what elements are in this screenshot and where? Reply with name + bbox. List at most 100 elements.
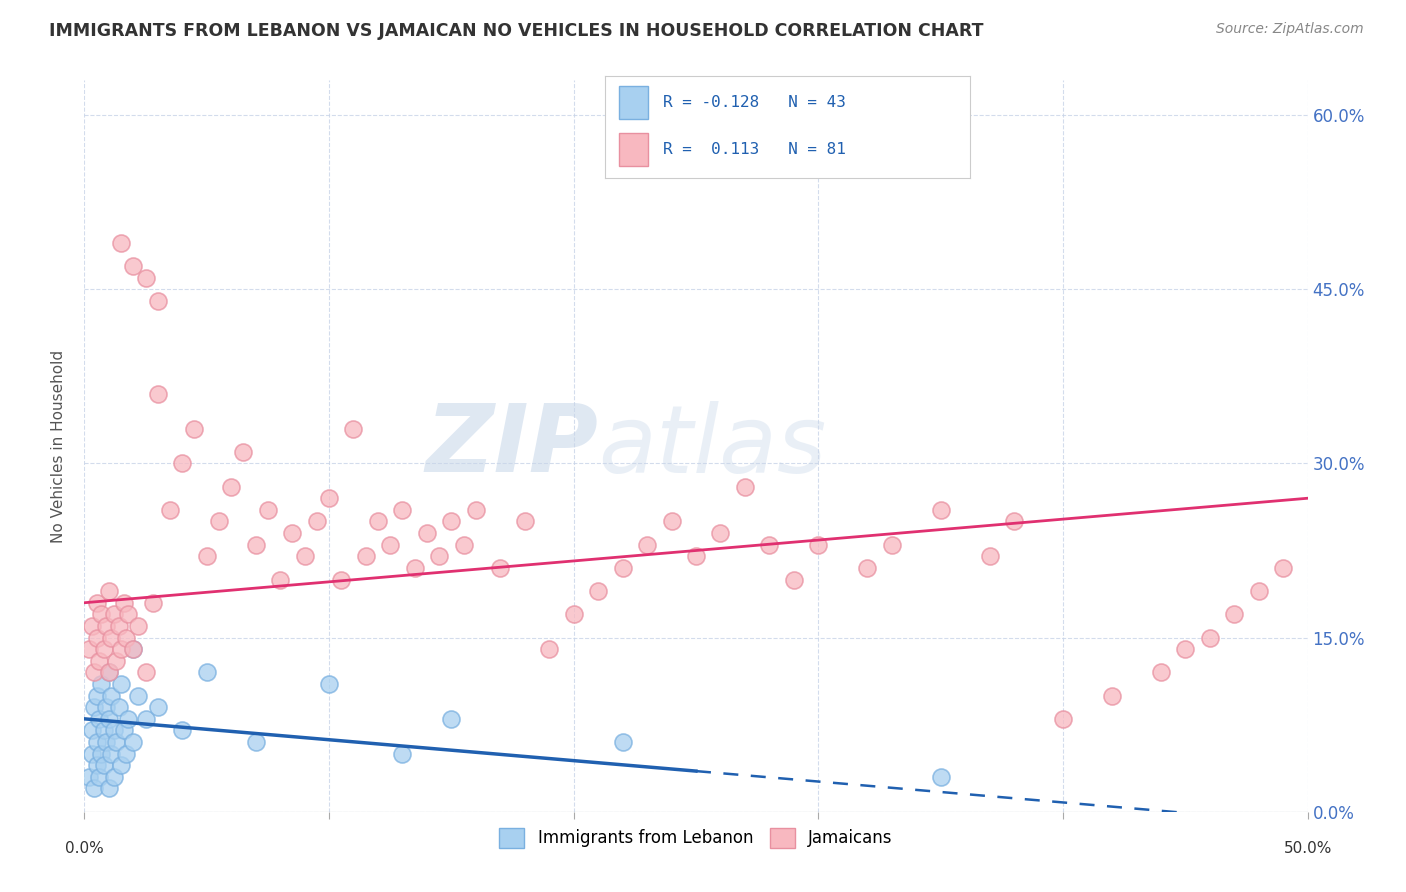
Point: [93, 758, 115, 772]
Point: [208, 515, 231, 529]
Point: [87, 712, 110, 726]
Point: [489, 561, 512, 575]
Point: [103, 607, 125, 622]
Point: [305, 515, 328, 529]
Point: [107, 700, 129, 714]
Point: [856, 561, 879, 575]
Point: [1247, 584, 1270, 599]
Point: [87, 654, 110, 668]
Point: [90, 747, 112, 761]
Point: [146, 386, 169, 401]
Y-axis label: No Vehicles in Household: No Vehicles in Household: [51, 350, 66, 542]
Point: [440, 712, 463, 726]
Point: [1150, 665, 1173, 680]
Point: [342, 421, 364, 435]
Point: [195, 549, 218, 564]
Point: [87, 770, 110, 784]
Point: [380, 538, 402, 552]
Point: [427, 549, 450, 564]
Point: [219, 480, 242, 494]
Text: 0.0%: 0.0%: [65, 841, 104, 855]
Bar: [619, 133, 648, 166]
Point: [330, 573, 353, 587]
Point: [758, 538, 780, 552]
Point: [103, 770, 125, 784]
Point: [636, 538, 658, 552]
Point: [110, 235, 132, 250]
Text: IMMIGRANTS FROM LEBANON VS JAMAICAN NO VEHICLES IN HOUSEHOLD CORRELATION CHART: IMMIGRANTS FROM LEBANON VS JAMAICAN NO V…: [49, 22, 984, 40]
Text: Source: ZipAtlas.com: Source: ZipAtlas.com: [1216, 22, 1364, 37]
Point: [1198, 631, 1220, 645]
Point: [110, 677, 132, 691]
Point: [513, 515, 536, 529]
Point: [122, 642, 145, 657]
Point: [172, 457, 194, 471]
Point: [110, 758, 132, 772]
Point: [416, 526, 439, 541]
Point: [183, 421, 205, 435]
Point: [453, 538, 475, 552]
Point: [685, 549, 707, 564]
Point: [97, 584, 120, 599]
Point: [93, 723, 115, 738]
Point: [115, 747, 138, 761]
Point: [80, 747, 103, 761]
Point: [100, 689, 122, 703]
Point: [112, 596, 135, 610]
Point: [172, 723, 194, 738]
Point: [96, 735, 118, 749]
Point: [281, 526, 304, 541]
Point: [107, 619, 129, 633]
Point: [97, 665, 120, 680]
Point: [127, 619, 149, 633]
Text: 50.0%: 50.0%: [1284, 841, 1331, 855]
Legend: Immigrants from Lebanon, Jamaicans: Immigrants from Lebanon, Jamaicans: [492, 821, 900, 855]
Point: [232, 445, 254, 459]
Point: [979, 549, 1001, 564]
Point: [90, 607, 112, 622]
Point: [367, 515, 389, 529]
Point: [538, 642, 561, 657]
Point: [115, 631, 138, 645]
Point: [142, 596, 165, 610]
Text: R =  0.113   N = 81: R = 0.113 N = 81: [664, 142, 846, 157]
Point: [661, 515, 683, 529]
Point: [783, 573, 806, 587]
Point: [105, 735, 128, 749]
Point: [105, 654, 128, 668]
Point: [440, 515, 463, 529]
Bar: [619, 87, 648, 119]
Point: [562, 607, 585, 622]
Point: [929, 503, 952, 517]
Point: [86, 596, 108, 610]
Point: [86, 631, 108, 645]
Point: [880, 538, 903, 552]
Point: [135, 712, 157, 726]
Text: ZIP: ZIP: [425, 400, 598, 492]
Point: [318, 491, 340, 506]
Point: [77, 770, 100, 784]
Point: [110, 642, 132, 657]
Point: [80, 723, 103, 738]
Point: [90, 677, 112, 691]
Point: [77, 642, 100, 657]
Point: [1052, 712, 1074, 726]
Point: [83, 665, 105, 680]
Point: [93, 642, 115, 657]
Point: [391, 503, 413, 517]
Point: [83, 781, 105, 796]
Text: R = -0.128   N = 43: R = -0.128 N = 43: [664, 95, 846, 110]
Point: [612, 735, 634, 749]
Point: [257, 503, 280, 517]
Point: [269, 573, 291, 587]
Point: [586, 584, 609, 599]
Point: [96, 700, 118, 714]
Point: [112, 723, 135, 738]
Point: [122, 735, 145, 749]
Point: [464, 503, 486, 517]
Point: [96, 619, 118, 633]
Point: [100, 631, 122, 645]
Point: [117, 607, 139, 622]
Point: [612, 561, 634, 575]
Point: [86, 735, 108, 749]
